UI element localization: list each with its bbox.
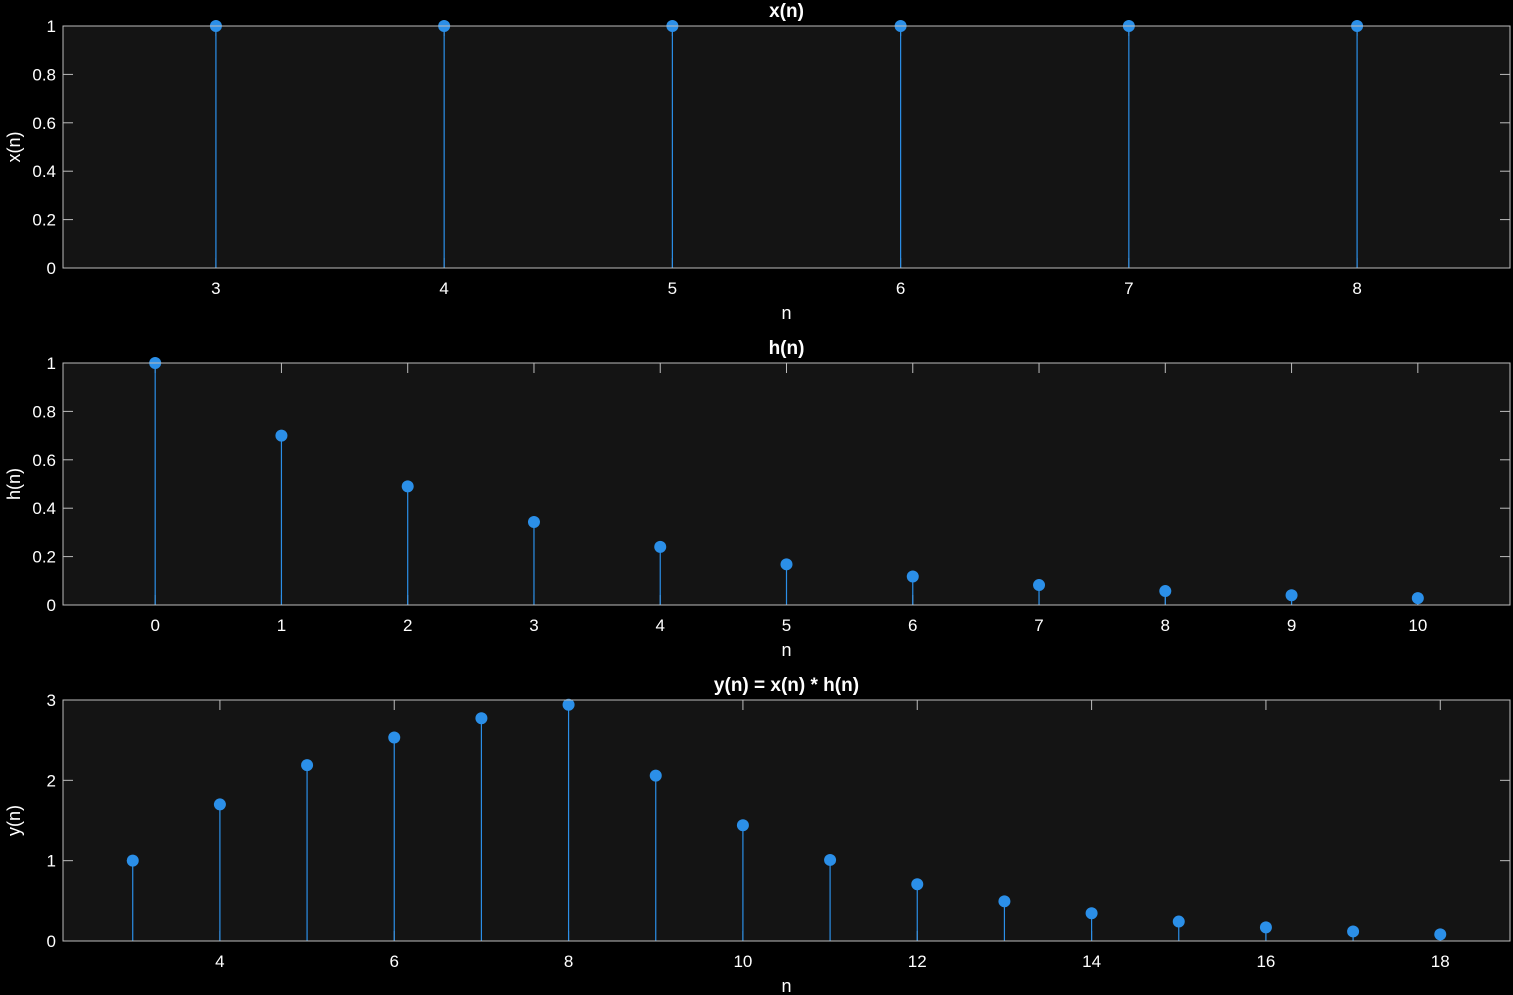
x-tick-label: 8 xyxy=(1352,279,1361,298)
x-tick-label: 5 xyxy=(668,279,677,298)
x-tick-label: 0 xyxy=(150,616,159,635)
x-tick-label: 1 xyxy=(277,616,286,635)
x-axis-label: n xyxy=(781,640,791,660)
stem-marker xyxy=(1434,928,1447,941)
y-axis-label: x(n) xyxy=(4,132,24,163)
stem-marker xyxy=(475,712,488,725)
x-tick-label: 7 xyxy=(1124,279,1133,298)
x-tick-label: 3 xyxy=(211,279,220,298)
stem-marker xyxy=(1033,579,1046,592)
subplot-1: 3 4 5 6 7 8 0 0.2 0.4 0.6 0.8 1 x(n) n x(n) xyxy=(4,1,1511,323)
stem-marker xyxy=(1411,592,1424,605)
x-tick-label: 5 xyxy=(782,616,791,635)
stem-marker xyxy=(213,798,226,811)
stem-marker xyxy=(649,769,662,782)
x-tick-label: 8 xyxy=(1161,616,1170,635)
stem-marker xyxy=(911,878,924,891)
y-tick-label: 0.4 xyxy=(32,499,56,518)
y-tick-label: 3 xyxy=(47,691,56,710)
plot-area xyxy=(63,700,1510,941)
x-tick-label: 18 xyxy=(1431,952,1450,971)
x-tick-label: 14 xyxy=(1082,952,1101,971)
stem-marker xyxy=(1159,585,1172,598)
x-tick-label: 16 xyxy=(1256,952,1275,971)
stem-marker xyxy=(1259,921,1272,934)
plot-title: x(n) xyxy=(769,1,804,22)
stem-marker xyxy=(275,429,288,442)
plot-area xyxy=(63,26,1510,268)
stem-marker xyxy=(301,759,314,772)
y-axis-label: h(n) xyxy=(4,468,24,500)
y-tick-label: 0.8 xyxy=(32,402,56,421)
x-tick-label: 10 xyxy=(1408,616,1427,635)
x-tick-label: 3 xyxy=(529,616,538,635)
stem-marker xyxy=(401,480,414,493)
stem-marker xyxy=(998,895,1011,908)
stem-marker xyxy=(824,853,837,866)
y-axis-label: y(n) xyxy=(4,805,24,836)
y-tick-label: 0.2 xyxy=(32,211,56,230)
stem-marker xyxy=(654,540,667,553)
y-tick-label: 0 xyxy=(47,259,56,278)
stem-marker xyxy=(527,515,540,528)
y-tick-label: 0.6 xyxy=(32,114,56,133)
stem-marker xyxy=(1285,589,1298,602)
y-tick-label: 0.4 xyxy=(32,162,56,181)
plot-title: h(n) xyxy=(769,338,805,359)
x-tick-label: 9 xyxy=(1287,616,1296,635)
x-tick-label: 6 xyxy=(896,279,905,298)
axes-box xyxy=(62,699,1511,942)
stem-marker xyxy=(906,570,919,583)
y-tick-label: 1 xyxy=(47,852,56,871)
stem-marker xyxy=(1172,915,1185,928)
x-tick-label: 6 xyxy=(390,952,399,971)
x-tick-label: 4 xyxy=(656,616,665,635)
x-tick-label: 2 xyxy=(403,616,412,635)
y-tick-label: 0.8 xyxy=(32,65,56,84)
x-tick-label: 6 xyxy=(908,616,917,635)
x-tick-label: 12 xyxy=(908,952,927,971)
axes-box xyxy=(62,362,1511,606)
axes-box xyxy=(62,25,1511,269)
stem-marker xyxy=(562,698,575,711)
subplot-2: 0 1 2 3 4 5 6 7 8 9 10 0 0.2 0.4 0.6 0.8 1 h(n) n h(n) xyxy=(4,338,1511,660)
x-axis-label: n xyxy=(781,303,791,323)
stem-marker xyxy=(780,558,793,571)
y-tick-label: 2 xyxy=(47,771,56,790)
x-tick-label: 4 xyxy=(439,279,448,298)
stem-marker xyxy=(126,854,139,867)
y-tick-label: 0 xyxy=(47,932,56,951)
y-tick-label: 0.2 xyxy=(32,548,56,567)
plot-title: y(n) = x(n) * h(n) xyxy=(714,675,859,696)
stem-marker xyxy=(1347,925,1360,938)
stem-marker xyxy=(736,819,749,832)
stem-marker xyxy=(388,731,401,744)
y-tick-label: 0 xyxy=(47,596,56,615)
x-axis-label: n xyxy=(781,976,791,995)
y-tick-label: 1 xyxy=(47,354,56,373)
y-tick-label: 0.6 xyxy=(32,451,56,470)
x-tick-label: 7 xyxy=(1034,616,1043,635)
x-tick-label: 4 xyxy=(215,952,224,971)
x-tick-label: 8 xyxy=(564,952,573,971)
y-tick-label: 1 xyxy=(47,17,56,36)
stem-marker xyxy=(1085,907,1098,920)
x-tick-label: 10 xyxy=(733,952,752,971)
